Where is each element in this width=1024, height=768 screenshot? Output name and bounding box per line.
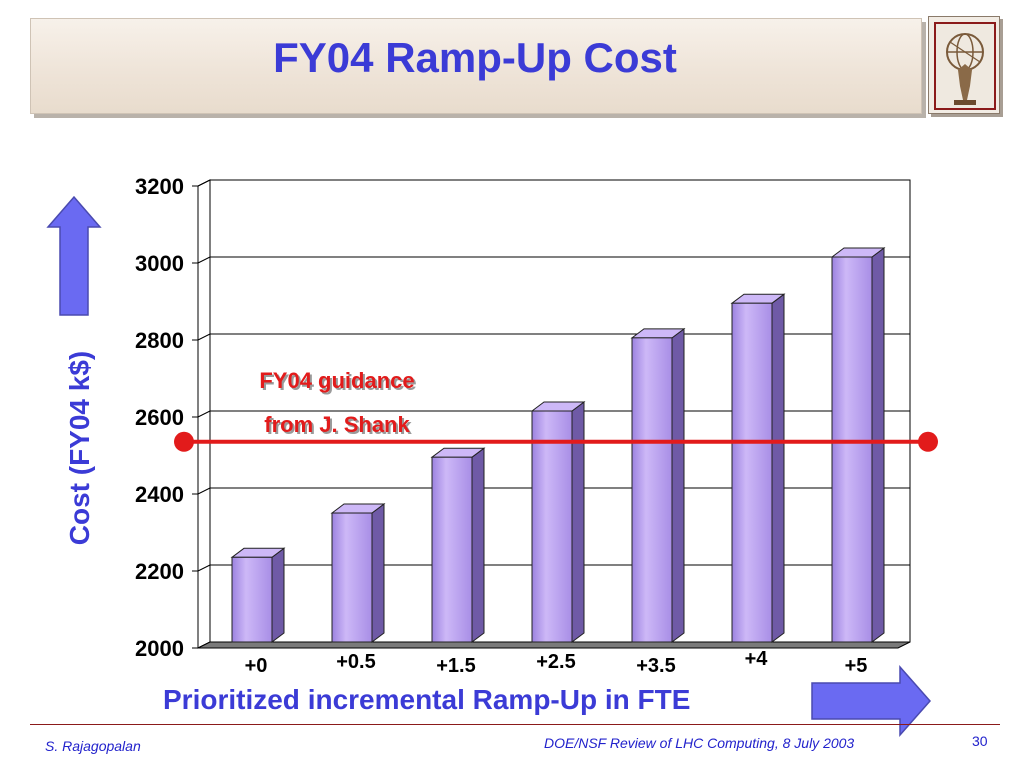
gridline-side [197,333,211,341]
bar [830,247,886,643]
bar-front [331,512,373,643]
footer-rule [30,724,1000,725]
bar [730,293,786,643]
right-arrow-icon [811,665,932,737]
x-tick-label: +1.5 [436,655,475,677]
y-tick-label: 2600 [135,405,184,430]
x-tick-label: +0 [245,655,268,677]
gridline-side [197,256,211,264]
bar [330,503,386,643]
footer-author: S. Rajagopalan [45,738,141,754]
guidance-endpoint-right [918,431,938,452]
bar-side [371,503,385,643]
x-tick-label: +2.5 [536,651,575,673]
bar-side [571,401,585,643]
x-tick-label: +5 [845,655,868,677]
bar [230,547,286,643]
up-arrow-icon [46,195,102,316]
bar-front [731,302,773,643]
gridline-side [197,410,211,418]
bar-side [771,293,785,643]
footer-event: DOE/NSF Review of LHC Computing, 8 July … [544,735,855,751]
bar-front [831,256,873,643]
atlas-figure-graphic [946,33,984,105]
slide-title: FY04 Ramp-Up Cost [273,34,677,81]
guidance-label-line2: from J. Shank [264,412,410,437]
title-banner [30,18,922,114]
x-tick-label: +4 [745,648,769,670]
page-number: 30 [972,733,988,749]
logo-frame [934,22,996,110]
bar-front [531,410,573,643]
bar-side [471,447,485,643]
guidance-label-line1: FY04 guidance [259,368,415,393]
gridline-side [197,487,211,495]
y-tick-label: 2200 [135,559,184,584]
bar-front [631,337,673,643]
bar-front [431,456,473,643]
y-axis-label: Cost (FY04 k$) [64,350,95,546]
bar [430,447,486,643]
guidance-endpoint-left [174,431,194,452]
y-tick-label: 2800 [135,328,184,353]
x-tick-label: +3.5 [636,655,675,677]
y-tick-label: 2000 [135,636,184,661]
y-tick-label: 3000 [135,251,184,276]
bar-side [871,247,885,643]
bar [630,327,686,643]
y-tick-label: 3200 [135,174,184,199]
y-tick-label: 2400 [135,482,184,507]
x-tick-label: +0.5 [336,651,375,673]
bar-side [271,547,285,643]
x-axis-label: Prioritized incremental Ramp-Up in FTE [163,684,691,715]
plot-floor [197,641,911,649]
bar-side [671,327,685,643]
bar [530,401,586,643]
bar-front [231,556,273,643]
gridline-side [197,564,211,572]
gridline-side [197,179,211,187]
atlas-logo-icon [928,16,1000,114]
